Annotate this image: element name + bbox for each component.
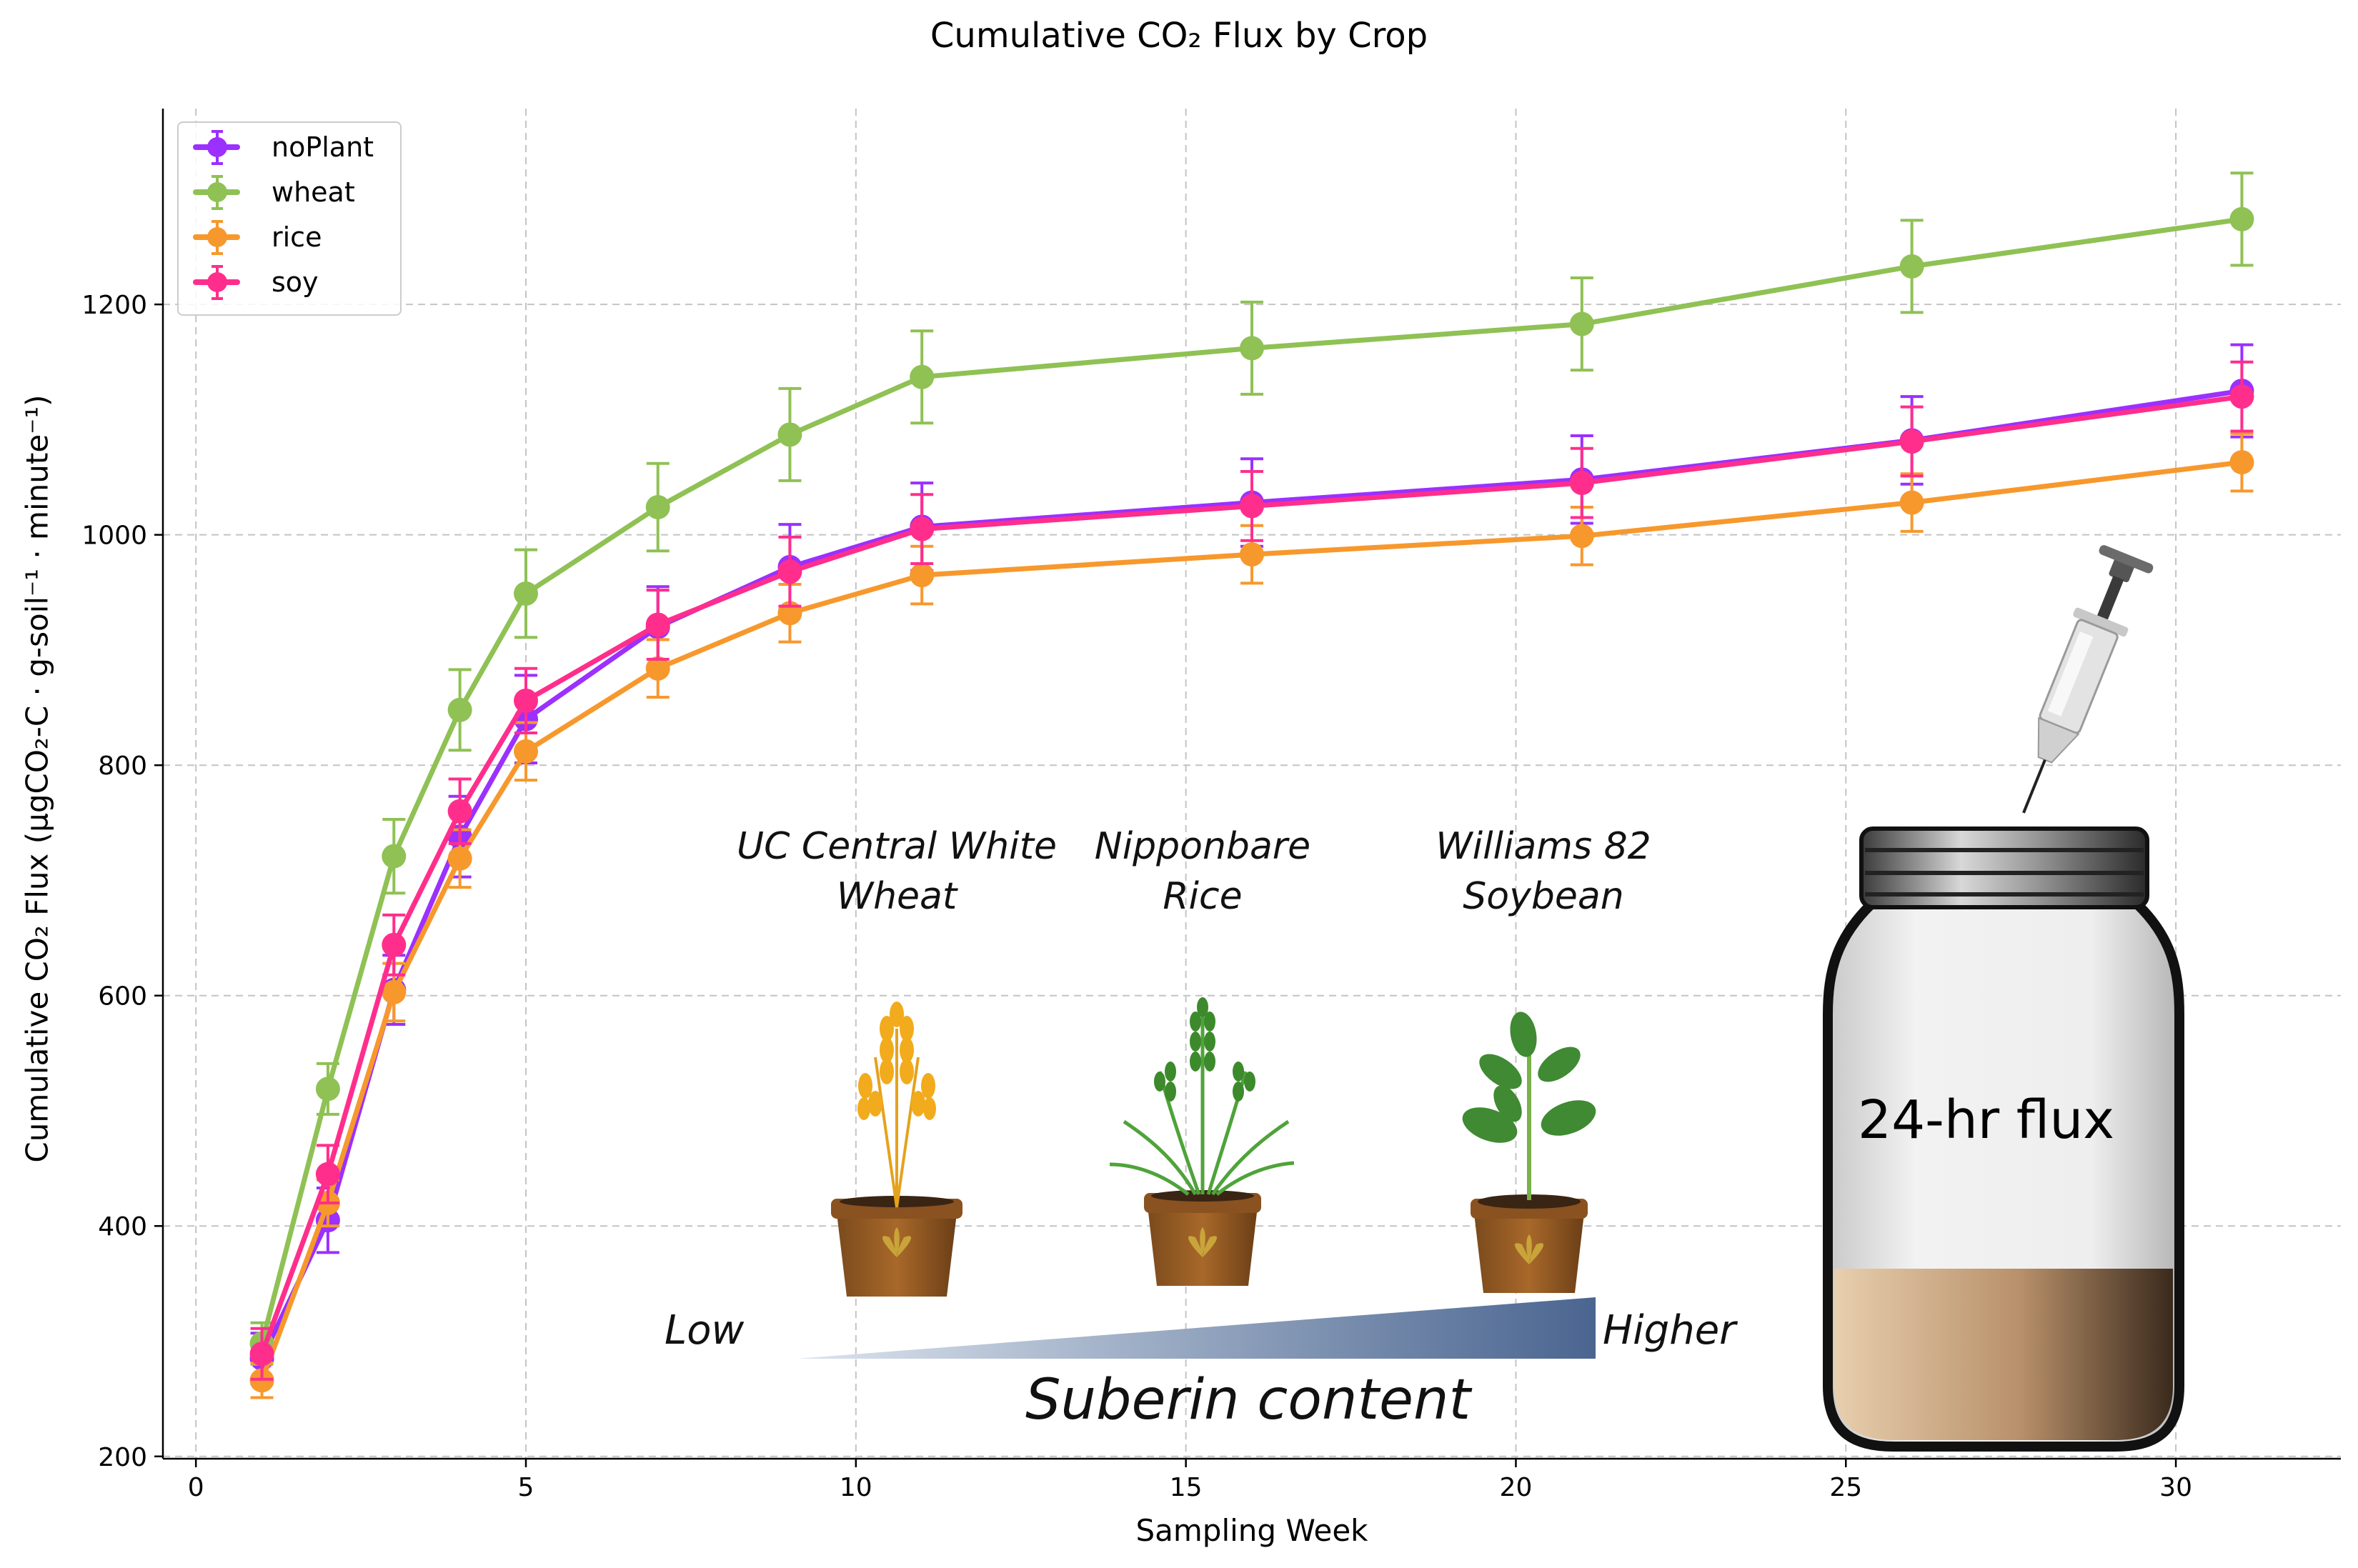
x-tick-label: 10 <box>840 1473 872 1502</box>
chart-title: Cumulative CO₂ Flux by Crop <box>930 16 1428 56</box>
data-point-rice <box>382 979 407 1004</box>
data-point-rice <box>2229 450 2254 475</box>
legend-errorcap-wheat <box>212 175 223 178</box>
legend-marker-noplant <box>207 137 227 157</box>
legend-item-rice: rice <box>179 213 400 258</box>
y-tick-label: 800 <box>98 751 147 781</box>
legend-label-soy: soy <box>272 266 319 298</box>
legend-errorcap-noplant <box>212 130 223 133</box>
crop-label-soybean-line2: Soybean <box>1463 875 1624 918</box>
data-point-soy <box>447 799 472 824</box>
syringe-icon <box>2022 545 2154 814</box>
jar-icon <box>1823 545 2184 1452</box>
crop-label-soybean: Williams 82 Soybean <box>1401 822 1686 922</box>
y-tick-label: 400 <box>98 1212 147 1242</box>
legend-errorcap-rice <box>212 252 223 255</box>
data-point-rice <box>1240 542 1264 567</box>
crop-label-rice-line1: Nipponbare <box>1094 825 1311 868</box>
data-point-soy <box>1569 471 1594 496</box>
legend-label-rice: rice <box>272 221 322 253</box>
crop-label-wheat-line2: Wheat <box>836 875 957 918</box>
legend-errorcap-wheat <box>212 207 223 210</box>
series-line-soy <box>259 394 2244 1357</box>
data-point-soy <box>645 612 670 637</box>
legend-label-wheat: wheat <box>272 176 355 208</box>
x-tick-label: 0 <box>188 1473 204 1502</box>
data-point-rice <box>645 656 670 681</box>
suberin-gradient-wedge <box>797 1297 1596 1359</box>
crop-label-wheat: UC Central White Wheat <box>718 822 1075 922</box>
series-soy <box>249 360 2254 1381</box>
data-point-wheat <box>777 422 802 447</box>
jar-label: 24-hr flux <box>1858 1089 2115 1151</box>
y-tick-label: 1200 <box>81 291 147 320</box>
data-point-soy <box>514 688 538 713</box>
suberin-high-label: Higher <box>1603 1307 1736 1354</box>
wheat-plant-pot-icon <box>831 1002 962 1297</box>
legend-item-noplant: noPlant <box>179 123 400 168</box>
data-point-soy <box>777 559 802 584</box>
data-point-wheat <box>1240 336 1264 361</box>
data-point-soy <box>249 1342 274 1367</box>
x-tick-label: 25 <box>1829 1473 1862 1502</box>
data-point-rice <box>910 563 935 588</box>
data-point-soy <box>1899 429 1924 454</box>
data-point-wheat <box>645 494 670 519</box>
data-point-soy <box>1240 494 1264 519</box>
data-point-rice <box>514 739 538 764</box>
x-tick-label: 5 <box>518 1473 534 1502</box>
series-line-wheat <box>259 216 2244 1347</box>
legend: noPlant wheat rice soy <box>177 121 402 316</box>
y-tick-label: 200 <box>98 1443 147 1472</box>
data-point-wheat <box>447 697 472 722</box>
x-tick-label: 20 <box>1500 1473 1533 1502</box>
crop-label-soybean-line1: Williams 82 <box>1436 825 1651 868</box>
data-point-wheat <box>382 844 407 869</box>
series-line-rice <box>259 459 2244 1383</box>
data-point-soy <box>910 516 935 541</box>
legend-item-soy: soy <box>179 258 400 303</box>
suberin-title: Suberin content <box>1025 1368 1471 1432</box>
crop-label-rice-line2: Rice <box>1163 875 1243 918</box>
data-point-wheat <box>514 581 538 606</box>
legend-marker-rice <box>207 227 227 247</box>
legend-errorcap-noplant <box>212 162 223 165</box>
y-tick-label: 1000 <box>81 521 147 551</box>
data-point-rice <box>447 846 472 871</box>
data-point-soy <box>382 932 407 957</box>
x-tick-label: 30 <box>2159 1473 2192 1502</box>
y-tick-label: 600 <box>98 982 147 1012</box>
legend-marker-soy <box>207 272 227 292</box>
data-point-wheat <box>1899 254 1924 279</box>
legend-errorcap-rice <box>212 220 223 223</box>
data-point-wheat <box>910 364 935 389</box>
data-point-soy <box>315 1162 340 1187</box>
suberin-low-label: Low <box>665 1307 745 1354</box>
legend-errorcap-soy <box>212 297 223 300</box>
data-point-wheat <box>2229 206 2254 231</box>
legend-marker-wheat <box>207 182 227 202</box>
crop-label-wheat-line1: UC Central White <box>737 825 1057 868</box>
legend-errorcap-soy <box>212 265 223 268</box>
x-axis-label: Sampling Week <box>1135 1513 1368 1548</box>
legend-item-wheat: wheat <box>179 168 400 213</box>
rice-plant-pot-icon <box>1109 997 1295 1286</box>
data-point-wheat <box>1569 311 1594 336</box>
series-layer <box>249 171 2254 1399</box>
y-axis-label: Cumulative CO₂ Flux (μgCO₂-C · g-soil⁻¹ … <box>19 394 55 1163</box>
axis-ticks: 0 5 10 15 20 25 30 200 400 600 800 1000 1200 <box>81 291 2192 1502</box>
data-point-rice <box>1899 490 1924 515</box>
legend-label-noplant: noPlant <box>272 131 374 163</box>
x-tick-label: 15 <box>1170 1473 1203 1502</box>
crop-label-rice: Nipponbare Rice <box>1060 822 1345 922</box>
soybean-plant-pot-icon <box>1462 1012 1596 1293</box>
data-point-wheat <box>315 1077 340 1102</box>
data-point-soy <box>2229 384 2254 409</box>
data-point-rice <box>1569 524 1594 549</box>
